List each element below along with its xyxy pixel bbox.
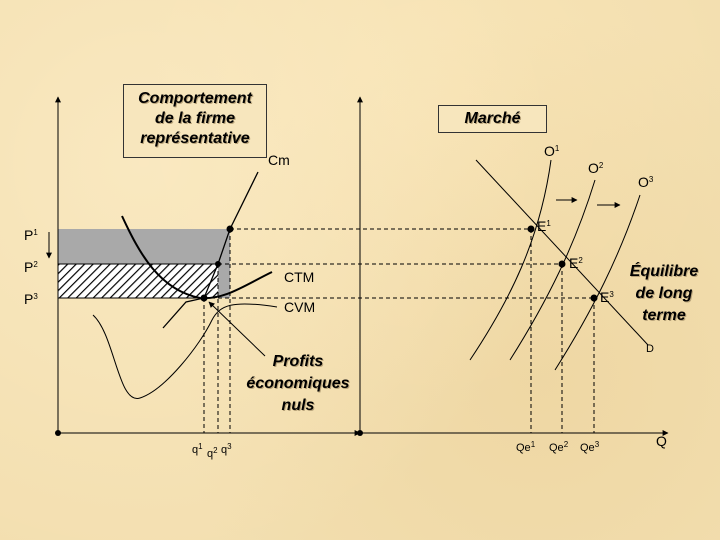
zero-profit-note-line-3: nuls xyxy=(282,397,315,414)
quantity-label-q3: q3 xyxy=(221,442,232,456)
ctm-label: CTM xyxy=(284,269,314,285)
equilibrium-label-e3: E3 xyxy=(600,289,614,305)
long-run-note-line-1: Équilibre xyxy=(630,261,699,280)
zero-profit-note-line-1: Profits xyxy=(273,353,324,370)
supply-curve-o3 xyxy=(554,194,641,371)
cm-label: Cm xyxy=(268,152,290,168)
average-total-cost-curve xyxy=(121,215,273,300)
firm-title-box: Comportement de la firme représentative xyxy=(123,84,267,158)
price-label-p1: P1 xyxy=(24,227,38,243)
supply-curve-o2 xyxy=(509,179,596,361)
zero-profit-pointer xyxy=(208,301,266,357)
market-quantity-label-qe3: Qe3 xyxy=(580,440,600,454)
zero-profit-note: Profits économiques nuls xyxy=(246,353,349,414)
quantity-label-q2: q2 xyxy=(207,446,218,460)
market-panel: O1 O2 O3 E1 E2 E3 D Qe1 Qe2 Qe3 Q Équili… xyxy=(357,96,699,454)
market-quantity-label-qe2: Qe2 xyxy=(549,440,569,454)
firm-origin-point xyxy=(55,430,61,436)
firm-title-line-2: de la firme xyxy=(154,110,236,127)
supply-curve-o1 xyxy=(469,159,552,361)
market-origin-point xyxy=(357,430,363,436)
quantity-label-q1: q1 xyxy=(192,442,203,456)
market-title: Marché xyxy=(464,110,521,127)
demand-label: D xyxy=(646,343,654,355)
average-variable-cost-curve xyxy=(92,303,278,399)
zero-profit-note-line-2: économiques xyxy=(246,375,349,392)
market-title-box: Marché xyxy=(438,105,547,133)
hatched-profit-area xyxy=(58,264,218,298)
long-run-note-line-2: de long xyxy=(636,285,693,302)
supply-label-o1: O1 xyxy=(544,143,560,159)
price-label-p3: P3 xyxy=(24,291,38,307)
firm-title-line-1: Comportement xyxy=(138,90,252,107)
equilibrium-label-e2: E2 xyxy=(569,255,583,271)
long-run-note-line-3: terme xyxy=(642,307,686,324)
supply-label-o2: O2 xyxy=(588,160,604,176)
market-quantity-axis-label: Q xyxy=(656,433,667,449)
firm-title-line-3: représentative xyxy=(140,130,250,147)
firm-panel: Cm CTM CVM P1 P2 P3 q1 q2 q3 Profits éco… xyxy=(24,96,361,460)
equilibrium-label-e1: E1 xyxy=(537,218,551,234)
cvm-label: CVM xyxy=(284,299,315,315)
supply-label-o3: O3 xyxy=(638,174,654,190)
marginal-cost-curve xyxy=(162,171,259,329)
long-run-equilibrium-note: Équilibre de long terme xyxy=(630,261,699,324)
demand-curve xyxy=(475,159,649,346)
market-quantity-label-qe1: Qe1 xyxy=(516,440,536,454)
price-label-p2: P2 xyxy=(24,259,38,275)
price-connectors xyxy=(204,228,594,299)
